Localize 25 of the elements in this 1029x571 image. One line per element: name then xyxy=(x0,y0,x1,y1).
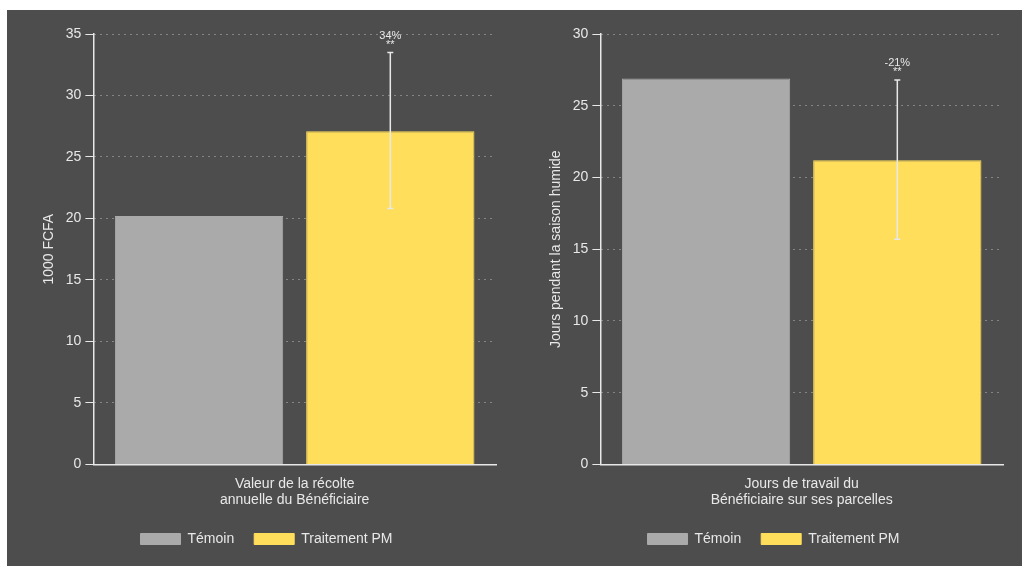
legend-label: Témoin xyxy=(187,529,235,546)
y-tick-label: 10 xyxy=(572,311,589,328)
y-tick-label: 15 xyxy=(65,270,82,287)
y-tick-label: 15 xyxy=(572,240,589,257)
legend-label: Traitement PM xyxy=(301,529,393,546)
y-tick-label: 5 xyxy=(580,383,589,400)
y-tick-label: 0 xyxy=(73,455,82,472)
y-axis-title: Jours pendant la saison humide xyxy=(547,150,564,349)
legend-label: Témoin xyxy=(694,529,742,546)
y-tick-label: 20 xyxy=(572,168,589,185)
y-tick-label: 10 xyxy=(65,332,82,349)
y-tick-label: 35 xyxy=(65,24,82,41)
annotation: 34% xyxy=(379,28,402,41)
y-axis-title: 1000 FCFA xyxy=(40,213,57,285)
y-tick-label: 25 xyxy=(572,96,589,113)
y-tick-label: 25 xyxy=(65,147,82,164)
annotation: ** xyxy=(893,65,903,78)
x-tick-label: Valeur de la récolte annuelle du Bénéficiaire xyxy=(219,474,370,508)
y-tick-label: 0 xyxy=(580,455,589,472)
legend-label: Traitement PM xyxy=(808,529,900,546)
y-tick-label: 20 xyxy=(65,209,82,226)
y-tick-label: 30 xyxy=(572,24,589,41)
y-tick-label: 30 xyxy=(65,86,82,103)
y-tick-label: 5 xyxy=(73,393,82,410)
x-tick-label: Jours de travail du Bénéficiaire sur ses parcelles xyxy=(710,474,893,508)
